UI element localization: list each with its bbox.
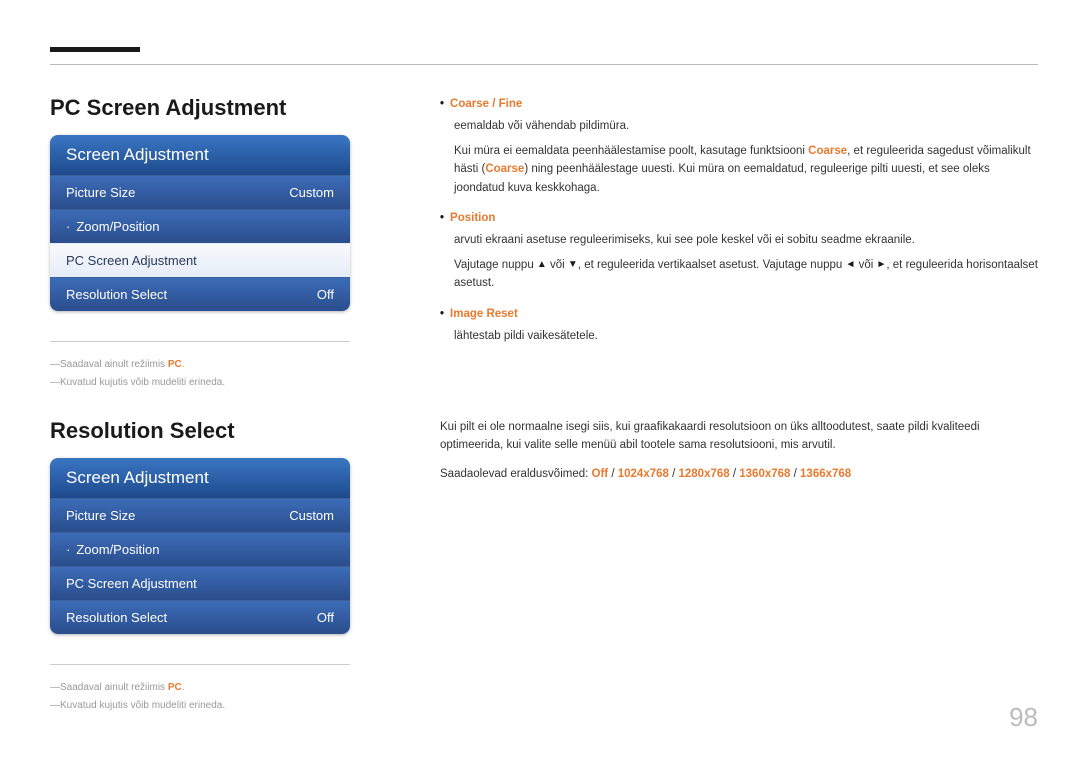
menu-item-value: Off (317, 610, 334, 625)
menu-item[interactable]: Picture Size Custom (50, 498, 350, 532)
menu-item[interactable]: ·Zoom/Position (50, 209, 350, 243)
right-column: •Coarse / Fine eemaldab või vähendab pil… (440, 95, 1038, 388)
section-title: PC Screen Adjustment (50, 95, 350, 121)
bullet-text: eemaldab või vähendab pildimüra. (454, 117, 1038, 135)
left-column: Resolution Select Screen Adjustment Pict… (50, 418, 350, 711)
menu-item[interactable]: PC Screen Adjustment (50, 243, 350, 277)
menu-item-value: Custom (289, 185, 334, 200)
footnote: Saadaval ainult režiimis PC. (50, 359, 350, 370)
menu-header: Screen Adjustment (50, 135, 350, 175)
footnotes: Saadaval ainult režiimis PC. Kuvatud kuju… (50, 664, 350, 711)
triangle-down-icon: ▼ (568, 257, 578, 273)
menu-item-label: ·Zoom/Position (66, 219, 159, 234)
menu-item[interactable]: ·Zoom/Position (50, 532, 350, 566)
bullet-coarse-fine: •Coarse / Fine eemaldab või vähendab pil… (440, 95, 1038, 197)
bullet-head: •Image Reset (440, 305, 1038, 323)
bullet-head: •Position (440, 209, 1038, 227)
menu-item-label: Picture Size (66, 185, 135, 200)
bullet-text: Kui müra ei eemaldata peenhäälestamise p… (454, 142, 1038, 197)
chapter-marker (50, 47, 140, 52)
footnotes: Saadaval ainult režiimis PC. Kuvatud kuju… (50, 341, 350, 388)
resolutions-line: Saadaolevad eraldusvõimed: Off / 1024x76… (440, 465, 1038, 483)
section-resolution-select: Resolution Select Screen Adjustment Pict… (50, 418, 1038, 711)
bullet-image-reset: •Image Reset lähtestab pildi vaikesätete… (440, 305, 1038, 346)
description-text: Kui pilt ei ole normaalne isegi siis, ku… (440, 418, 1038, 455)
menu-item[interactable]: Picture Size Custom (50, 175, 350, 209)
resolution-list: Off / 1024x768 / 1280x768 / 1360x768 / 1… (592, 468, 852, 480)
menu-item-label: Picture Size (66, 508, 135, 523)
menu-item-label: ·Zoom/Position (66, 542, 159, 557)
menu-item-label: PC Screen Adjustment (66, 576, 197, 591)
bullet-text: lähtestab pildi vaikesätetele. (454, 327, 1038, 345)
menu-item-value: Custom (289, 508, 334, 523)
right-column: Kui pilt ei ole normaalne isegi siis, ku… (440, 418, 1038, 711)
menu-item-label: PC Screen Adjustment (66, 253, 197, 268)
triangle-right-icon: ► (876, 257, 886, 273)
menu-item-label: Resolution Select (66, 287, 167, 302)
menu-header: Screen Adjustment (50, 458, 350, 498)
top-divider (50, 64, 1038, 65)
menu-item[interactable]: Resolution Select Off (50, 277, 350, 311)
left-column: PC Screen Adjustment Screen Adjustment P… (50, 95, 350, 388)
bullet-head: •Coarse / Fine (440, 95, 1038, 113)
menu-screen-adjustment: Screen Adjustment Picture Size Custom ·Zoo… (50, 458, 350, 634)
menu-item[interactable]: Resolution Select Off (50, 600, 350, 634)
section-title: Resolution Select (50, 418, 350, 444)
footnote: Kuvatud kujutis võib mudeliti erineda. (50, 377, 350, 388)
footnote: Kuvatud kujutis võib mudeliti erineda. (50, 700, 350, 711)
footnote: Saadaval ainult režiimis PC. (50, 682, 350, 693)
bullet-text: arvuti ekraani asetuse reguleerimiseks, … (454, 231, 1038, 249)
bullet-text: Vajutage nuppu ▲ või ▼, et reguleerida v… (454, 256, 1038, 293)
menu-item[interactable]: PC Screen Adjustment (50, 566, 350, 600)
bullet-position: •Position arvuti ekraani asetuse regulee… (440, 209, 1038, 293)
menu-item-label: Resolution Select (66, 610, 167, 625)
triangle-left-icon: ◄ (845, 257, 855, 273)
menu-screen-adjustment: Screen Adjustment Picture Size Custom ·Zoo… (50, 135, 350, 311)
bullet-list: •Coarse / Fine eemaldab või vähendab pil… (440, 95, 1038, 345)
page-number: 98 (1009, 702, 1038, 733)
page-content: PC Screen Adjustment Screen Adjustment P… (0, 0, 1080, 781)
triangle-up-icon: ▲ (537, 257, 547, 273)
menu-item-value: Off (317, 287, 334, 302)
section-pc-screen-adjustment: PC Screen Adjustment Screen Adjustment P… (50, 95, 1038, 388)
